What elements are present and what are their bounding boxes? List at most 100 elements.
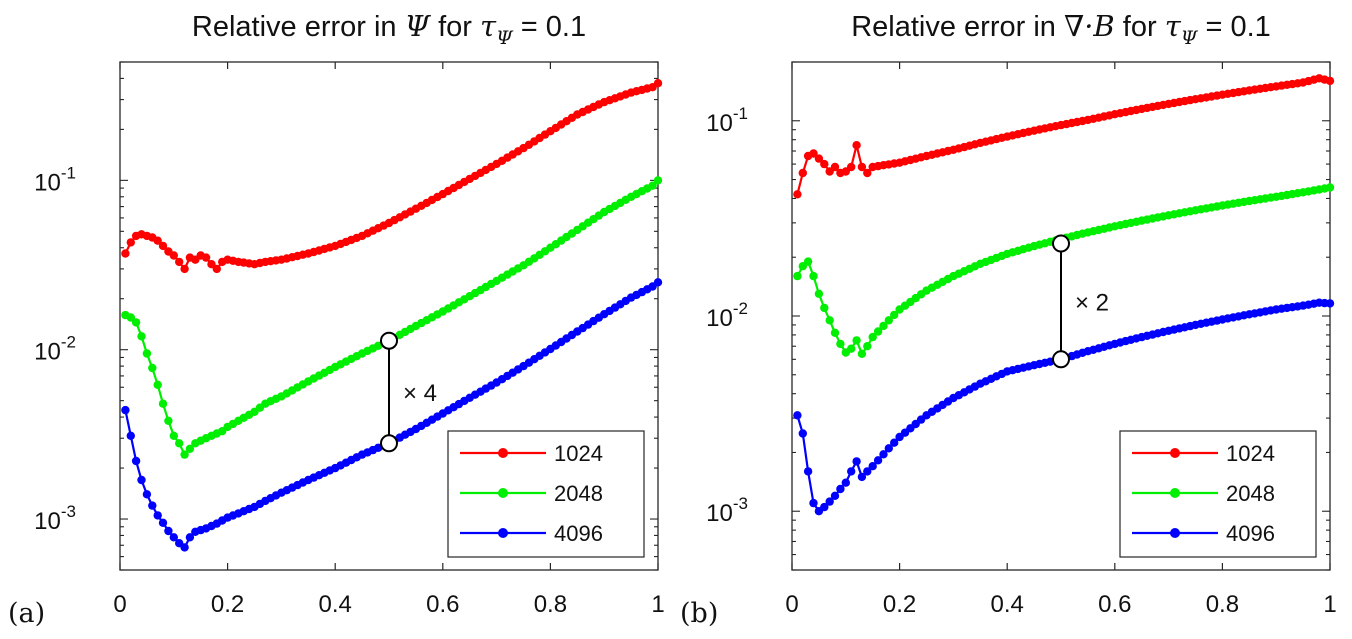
legend-swatch-marker bbox=[498, 528, 508, 538]
x-tick-label: 0.6 bbox=[1098, 591, 1131, 618]
data-point bbox=[653, 278, 663, 287]
data-point bbox=[873, 327, 883, 336]
data-point bbox=[653, 79, 663, 88]
legend-label: 1024 bbox=[1226, 441, 1275, 466]
data-point bbox=[158, 241, 168, 251]
data-point bbox=[884, 316, 893, 325]
data-point bbox=[121, 249, 130, 258]
title-text: = 0.1 bbox=[1197, 11, 1270, 43]
title-symbol: ∇·B bbox=[1064, 9, 1115, 43]
data-point bbox=[890, 310, 899, 320]
data-point bbox=[809, 271, 818, 281]
data-point bbox=[121, 405, 130, 415]
legend: 1024 2048 4096 bbox=[1119, 430, 1317, 558]
data-point bbox=[830, 162, 840, 172]
data-point bbox=[836, 484, 845, 494]
y-tick-exponent: -3 bbox=[733, 494, 748, 513]
chart-title: Relative error in Ψ for τΨ = 0.1 bbox=[192, 9, 586, 49]
ratio-marker-bottom bbox=[1052, 350, 1070, 369]
data-point bbox=[841, 478, 850, 487]
data-point bbox=[847, 344, 856, 353]
x-tick-label: 0.2 bbox=[883, 591, 916, 618]
data-point bbox=[1325, 76, 1335, 86]
data-point bbox=[798, 429, 807, 438]
data-point bbox=[137, 332, 146, 341]
y-tick-base: 10 bbox=[34, 339, 61, 366]
y-tick-base: 10 bbox=[706, 110, 733, 137]
data-point bbox=[169, 251, 178, 260]
data-point bbox=[131, 318, 141, 327]
legend: 1024 2048 4096 bbox=[447, 430, 645, 558]
y-tick-exponent: -2 bbox=[733, 299, 748, 318]
x-tick-label: 0.6 bbox=[426, 591, 459, 618]
data-point bbox=[803, 467, 813, 476]
ratio-annotation: × 4 bbox=[380, 331, 437, 453]
data-point bbox=[126, 313, 135, 322]
legend-swatch-marker bbox=[1170, 448, 1180, 458]
title-text: Relative error in bbox=[851, 11, 1064, 43]
data-point bbox=[868, 332, 877, 342]
data-point bbox=[148, 501, 157, 510]
data-point bbox=[863, 168, 872, 178]
data-point bbox=[820, 502, 829, 512]
series-4096 bbox=[793, 298, 1335, 516]
data-point bbox=[180, 543, 189, 552]
data-point bbox=[809, 149, 818, 158]
data-point bbox=[137, 475, 146, 485]
data-point bbox=[873, 456, 883, 465]
data-point bbox=[825, 316, 834, 325]
data-point bbox=[131, 456, 141, 466]
title-text: Relative error in bbox=[192, 11, 405, 43]
panel-label: (b) bbox=[680, 598, 718, 629]
series-line-1024 bbox=[796, 77, 1331, 195]
title-text: for bbox=[430, 11, 480, 43]
data-point bbox=[798, 168, 807, 178]
data-point bbox=[158, 399, 168, 408]
x-tick-label: 0 bbox=[785, 591, 798, 618]
y-tick-base: 10 bbox=[706, 500, 733, 527]
y-tick-base: 10 bbox=[34, 169, 61, 196]
x-tick-label: 0.2 bbox=[211, 591, 244, 618]
title-subscript: Ψ bbox=[1181, 27, 1199, 49]
data-point bbox=[863, 342, 872, 351]
data-point bbox=[820, 159, 829, 169]
data-point bbox=[126, 238, 135, 247]
legend-swatch-marker bbox=[1170, 528, 1180, 538]
data-point bbox=[180, 450, 189, 459]
chart-panel-1: Relative error in Ψ for τΨ = 0.10 0.2 0.4 0… bbox=[8, 9, 665, 629]
data-point bbox=[180, 264, 189, 274]
series-2048 bbox=[793, 183, 1335, 358]
data-point bbox=[153, 236, 162, 245]
data-point bbox=[153, 380, 162, 389]
legend-label: 4096 bbox=[1226, 521, 1275, 546]
x-tick-label: 0.8 bbox=[534, 591, 567, 618]
data-point bbox=[847, 162, 856, 172]
y-tick-exponent: -1 bbox=[61, 163, 76, 182]
data-point bbox=[164, 416, 173, 425]
y-tick-label: 10-3 bbox=[706, 494, 748, 527]
data-point bbox=[793, 190, 802, 199]
data-point bbox=[648, 181, 657, 190]
title-text: for bbox=[1115, 11, 1165, 43]
data-point bbox=[852, 336, 861, 345]
y-tick-exponent: -3 bbox=[61, 502, 76, 521]
ratio-label: × 4 bbox=[403, 380, 437, 407]
data-point bbox=[825, 497, 834, 506]
data-point bbox=[836, 339, 845, 349]
data-point bbox=[857, 162, 867, 172]
data-point bbox=[814, 289, 824, 298]
data-point bbox=[153, 511, 162, 520]
data-point bbox=[212, 264, 221, 274]
data-point bbox=[847, 467, 856, 476]
chart-panel-2: Relative error in ∇·B for τΨ = 0.1 0 0.2 0.… bbox=[680, 9, 1337, 629]
data-point bbox=[890, 438, 899, 447]
y-tick-label: 10-2 bbox=[706, 299, 748, 332]
data-point bbox=[830, 328, 840, 337]
data-point bbox=[884, 444, 893, 453]
legend-label: 2048 bbox=[554, 481, 603, 506]
data-point bbox=[857, 472, 867, 482]
data-point bbox=[169, 533, 178, 542]
series-4096 bbox=[121, 278, 663, 552]
series-1024 bbox=[793, 74, 1335, 199]
